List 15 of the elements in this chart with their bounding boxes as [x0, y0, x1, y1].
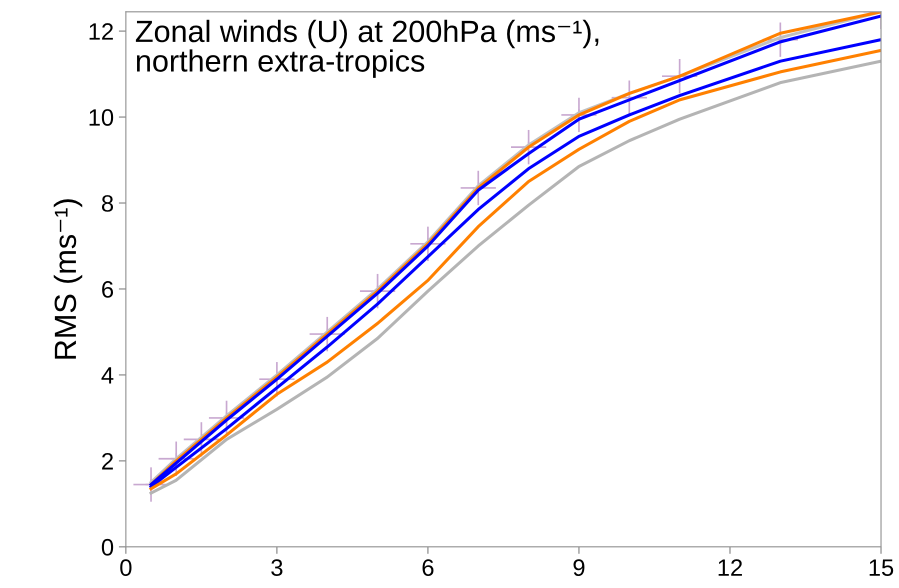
y-tick-label: 4 [101, 367, 114, 384]
y-tick-label: 8 [102, 195, 114, 212]
x-tick-label: 0 [120, 559, 132, 576]
y-tick-label: 2 [102, 452, 113, 470]
x-tick-label: 15 [870, 560, 894, 576]
text: Zonal winds (U) at 200hPa (ms⁻¹), northern extra-tropics [136, 20, 598, 78]
y-tick-label: 0 [102, 538, 114, 556]
x-tick-label: 9 [574, 559, 584, 576]
x-tick-label: 6 [422, 559, 434, 576]
y-tick-label: 6 [102, 281, 114, 298]
x-tick-label: 3 [271, 559, 282, 576]
y-tick-label: 10 [90, 109, 114, 126]
y-tick-label: 12 [90, 23, 113, 40]
y-axis-title: RMS (ms⁻¹) [54, 199, 82, 359]
x-tick-label: 12 [718, 559, 742, 576]
